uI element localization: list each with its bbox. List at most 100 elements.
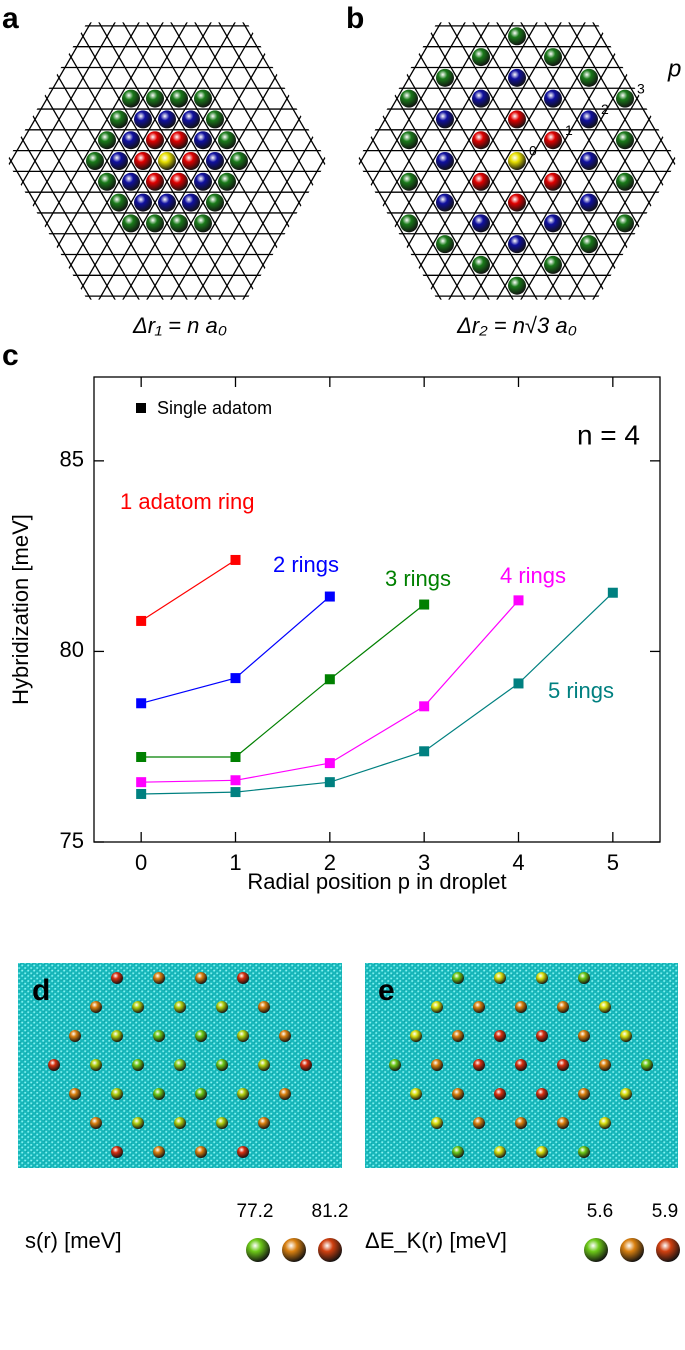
adatom [111, 1030, 123, 1042]
lattice-line [357, 22, 587, 300]
lattice-line [7, 22, 291, 300]
adatom [620, 1088, 632, 1100]
adatom [515, 1117, 527, 1129]
atom [122, 131, 140, 150]
chart: 75 80 85 0 1 2 3 4 5 Radial position p in droplet… [8, 376, 661, 894]
scale-ball [282, 1238, 306, 1262]
panel-label: d [32, 974, 50, 1007]
adatom [174, 1059, 186, 1071]
atom [110, 110, 128, 129]
series-line [141, 592, 614, 795]
atom [206, 110, 224, 129]
series-marker [136, 698, 147, 709]
adatom [599, 1001, 611, 1013]
series-marker [230, 752, 241, 763]
atom [206, 152, 224, 170]
adatom [473, 1117, 485, 1129]
atom [134, 110, 152, 129]
adatom [557, 1001, 569, 1013]
adatom [431, 1001, 443, 1013]
lattice-line [7, 22, 219, 300]
x-tick-label: 0 [135, 850, 147, 875]
atom [158, 193, 176, 212]
series-label: 4 rings [500, 563, 566, 588]
adatom [132, 1059, 144, 1071]
series-label: 2 rings [273, 552, 339, 577]
atom [170, 214, 188, 233]
atom [472, 255, 490, 274]
series-line [141, 604, 425, 758]
lattice-line [133, 22, 327, 300]
atom [580, 152, 598, 170]
lattice-line [357, 22, 605, 300]
atom [146, 131, 164, 150]
lattice-line [7, 22, 291, 300]
adatom [515, 1001, 527, 1013]
adatom [90, 1059, 102, 1071]
series-marker [419, 746, 430, 757]
scale-balls [246, 1238, 680, 1262]
series-marker [513, 678, 524, 689]
series-line [141, 596, 331, 704]
adatom [69, 1030, 81, 1042]
adatom [195, 1146, 207, 1158]
adatom [536, 1030, 548, 1042]
adatom [111, 1146, 123, 1158]
adatom [216, 1117, 228, 1129]
atom [194, 214, 212, 233]
adatom [494, 1030, 506, 1042]
adatom [111, 972, 123, 984]
adatom [174, 1001, 186, 1013]
adatom [132, 1117, 144, 1129]
atom [86, 152, 104, 170]
adatom [578, 1088, 590, 1100]
atom [616, 89, 634, 108]
lattice-line [7, 22, 273, 300]
adatom [153, 1146, 165, 1158]
series-marker [230, 554, 241, 565]
adatom [578, 1030, 590, 1042]
adatom [153, 972, 165, 984]
series-marker [324, 777, 335, 788]
series-marker [324, 758, 335, 769]
adatom [195, 1088, 207, 1100]
legend-marker [136, 403, 146, 413]
adatom [237, 972, 249, 984]
atom [122, 172, 140, 191]
atom [146, 172, 164, 191]
series-marker [136, 615, 147, 626]
ring-label: 2 [601, 101, 609, 117]
y-tick-label: 80 [60, 637, 84, 662]
atom [544, 172, 562, 191]
adatom [195, 972, 207, 984]
adatom [300, 1059, 312, 1071]
lattice-line [7, 22, 219, 300]
adatom [153, 1088, 165, 1100]
lattice-line [7, 22, 309, 300]
lattice-line [357, 22, 623, 300]
atom [110, 152, 128, 170]
atom [110, 193, 128, 212]
series-marker [513, 595, 524, 606]
adatom [431, 1117, 443, 1129]
lattice-line [375, 22, 677, 300]
lattice-line [357, 22, 551, 300]
ring-label: 0 [529, 143, 537, 159]
atom [580, 110, 598, 129]
adatom [620, 1030, 632, 1042]
adatom [389, 1059, 401, 1071]
atom [400, 131, 418, 150]
adatom [578, 1146, 590, 1158]
series-marker [419, 701, 430, 712]
atom [218, 131, 236, 150]
series-line [141, 600, 519, 783]
lattice-line [79, 22, 327, 300]
series-marker [607, 587, 618, 598]
scale-label: ΔE_K(r) [meV] [365, 1228, 507, 1253]
atom [206, 193, 224, 212]
lattice-line [483, 22, 677, 300]
atom [472, 172, 490, 191]
panel-label: a [2, 2, 19, 35]
scale-ball [584, 1238, 608, 1262]
atom [508, 110, 526, 129]
